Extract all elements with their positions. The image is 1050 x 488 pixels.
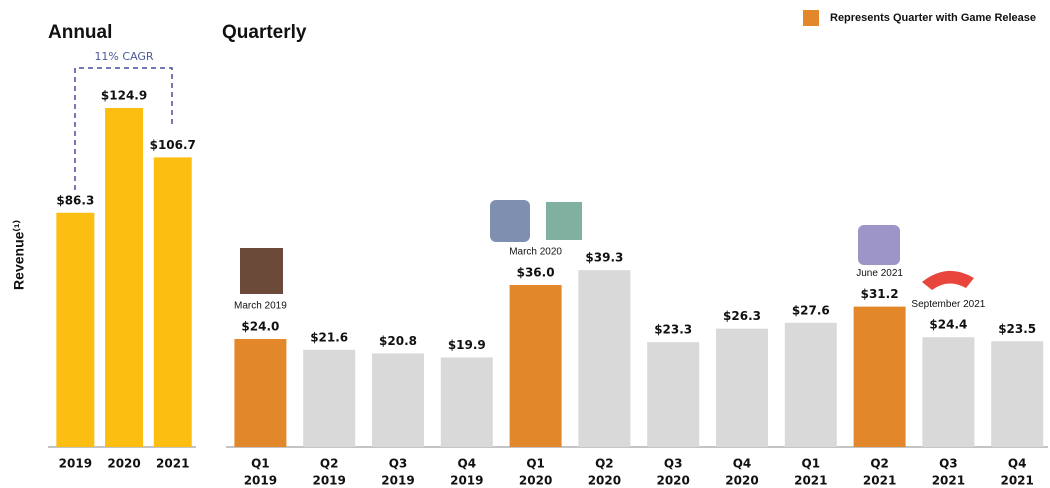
x-tick-label: Q3	[939, 457, 958, 471]
bar	[154, 157, 192, 447]
release-annotation: March 2020	[509, 247, 562, 258]
x-tick-label: 2020	[107, 457, 140, 471]
value-label: $36.0	[517, 266, 555, 280]
game-icon	[490, 200, 530, 242]
value-label: $23.3	[654, 323, 692, 337]
x-tick-label: 2020	[725, 474, 758, 488]
x-tick-label: Q1	[802, 457, 821, 471]
x-tick-label: 2020	[588, 474, 621, 488]
value-label: $27.6	[792, 303, 830, 317]
game-icon	[922, 271, 974, 290]
bar	[647, 342, 699, 447]
value-label: $23.5	[998, 322, 1036, 336]
chart: Annual Quarterly Revenue⁽¹⁾ 11% CAGR Rep…	[0, 0, 1050, 488]
value-label: $106.7	[150, 138, 196, 152]
x-tick-label: 2019	[381, 474, 414, 488]
x-tick-label: Q3	[664, 457, 683, 471]
value-label: $124.9	[101, 88, 147, 102]
x-tick-label: 2019	[59, 457, 92, 471]
chart-title: Annual	[48, 22, 112, 43]
game-icon	[546, 202, 582, 240]
value-label: $19.9	[448, 338, 486, 352]
x-tick-label: 2020	[519, 474, 552, 488]
game-icon	[240, 248, 283, 294]
x-tick-label: 2021	[932, 474, 965, 488]
bar	[578, 270, 630, 447]
release-annotation: June 2021	[856, 268, 903, 279]
bar	[234, 339, 286, 447]
x-tick-label: 2021	[1000, 474, 1033, 488]
x-tick-label: 2019	[312, 474, 345, 488]
x-tick-label: Q4	[733, 457, 752, 471]
bar	[56, 213, 94, 447]
bar	[303, 350, 355, 447]
bar	[991, 341, 1043, 447]
value-label: $21.6	[310, 330, 348, 344]
x-tick-label: Q1	[251, 457, 270, 471]
x-tick-label: Q2	[595, 457, 614, 471]
game-icon	[858, 225, 900, 265]
x-tick-label: Q4	[1008, 457, 1027, 471]
value-label: $86.3	[56, 193, 94, 207]
x-tick-label: 2019	[244, 474, 277, 488]
value-label: $31.2	[861, 287, 899, 301]
value-label: $20.8	[379, 334, 417, 348]
bar	[785, 323, 837, 447]
x-tick-label: 2021	[156, 457, 189, 471]
x-tick-label: Q2	[870, 457, 889, 471]
value-label: $26.3	[723, 309, 761, 323]
release-annotation: September 2021	[911, 299, 985, 310]
bar	[716, 329, 768, 447]
legend-label: Represents Quarter with Game Release	[830, 12, 1036, 24]
bar	[854, 307, 906, 447]
bar	[105, 108, 143, 447]
y-axis-label: Revenue⁽¹⁾	[11, 220, 27, 290]
chart-title: Quarterly	[222, 22, 307, 43]
x-tick-label: 2021	[863, 474, 896, 488]
bar	[510, 285, 562, 447]
x-tick-label: Q2	[320, 457, 339, 471]
bar	[372, 353, 424, 447]
bar	[441, 357, 493, 447]
x-tick-label: Q3	[389, 457, 408, 471]
x-tick-label: Q4	[458, 457, 477, 471]
x-tick-label: 2021	[794, 474, 827, 488]
value-label: $39.3	[585, 251, 623, 265]
value-label: $24.0	[241, 320, 279, 334]
bar	[922, 337, 974, 447]
x-tick-label: 2019	[450, 474, 483, 488]
release-annotation: March 2019	[234, 301, 287, 312]
cagr-label: 11% CAGR	[94, 50, 153, 63]
x-tick-label: 2020	[656, 474, 689, 488]
legend-swatch	[803, 10, 819, 26]
value-label: $24.4	[929, 318, 967, 332]
x-tick-label: Q1	[526, 457, 545, 471]
